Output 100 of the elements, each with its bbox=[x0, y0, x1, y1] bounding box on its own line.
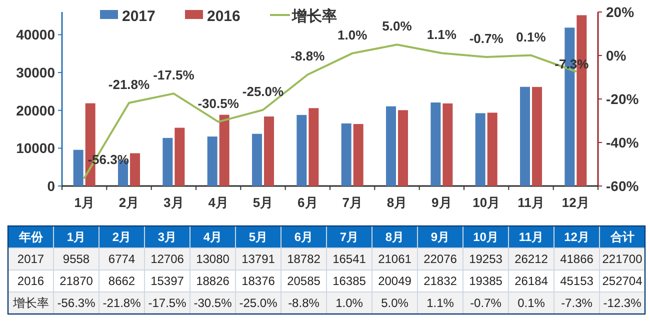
data-label: 1.0% bbox=[336, 296, 364, 310]
bar bbox=[532, 86, 542, 186]
category-label: 11月 bbox=[518, 230, 544, 244]
bar bbox=[174, 128, 185, 186]
bar bbox=[219, 114, 230, 186]
x-tick-label: 11月 bbox=[518, 195, 544, 210]
bar bbox=[296, 114, 307, 186]
text: -8.8% bbox=[290, 48, 325, 64]
text: 合计 bbox=[609, 230, 634, 244]
data-label: 45153 bbox=[560, 274, 594, 288]
text: -12.3% bbox=[603, 296, 642, 310]
data-label: 20585 bbox=[287, 274, 321, 288]
bar bbox=[264, 116, 274, 186]
data-label: -7.3% bbox=[561, 296, 593, 310]
data-label: 26212 bbox=[514, 252, 548, 266]
x-tick-label: 7月 bbox=[342, 195, 362, 210]
x-tick-label: 3月 bbox=[164, 195, 184, 210]
legend-label: 2017 bbox=[122, 8, 156, 25]
data-label: 13791 bbox=[242, 252, 276, 266]
x-tick-label: 2月 bbox=[118, 195, 140, 210]
bar bbox=[162, 138, 173, 186]
bar bbox=[73, 150, 84, 186]
x-tick-label: 1月 bbox=[74, 195, 94, 210]
text: 1.0% bbox=[338, 27, 368, 42]
data-label: 21870 bbox=[60, 274, 94, 288]
category-label: 5月 bbox=[248, 230, 268, 244]
bar bbox=[341, 123, 352, 186]
category-label: 12月 bbox=[564, 230, 590, 244]
text: 年份 bbox=[18, 230, 44, 244]
data-label: 15397 bbox=[150, 274, 184, 288]
y2-tick-label: -60% bbox=[606, 178, 640, 194]
data-label: -30.5% bbox=[194, 296, 232, 310]
legend-label: 2016 bbox=[207, 8, 240, 25]
x-tick-label: 6月 bbox=[298, 195, 318, 210]
data-label: -56.3% bbox=[57, 296, 96, 310]
text: 2016 bbox=[17, 274, 44, 288]
data-label: 12706 bbox=[150, 252, 184, 266]
text: 2017 bbox=[17, 252, 44, 266]
bar bbox=[398, 110, 408, 186]
data-label: 5.0% bbox=[381, 296, 409, 310]
x-tick-label: 12月 bbox=[562, 195, 590, 210]
data-label: 9558 bbox=[62, 252, 90, 266]
category-label: 6月 bbox=[294, 230, 314, 244]
category-label: 10月 bbox=[473, 230, 498, 244]
data-label: 18782 bbox=[287, 252, 321, 266]
data-label: 20049 bbox=[378, 274, 412, 288]
text: -17.5% bbox=[153, 68, 194, 83]
y2-tick-label: 0% bbox=[606, 48, 627, 64]
y-tick-label: 0 bbox=[47, 178, 56, 194]
data-label: 22076 bbox=[424, 252, 458, 266]
data-label: 21832 bbox=[424, 274, 458, 288]
text: 增长率 bbox=[12, 296, 49, 310]
y-tick-label: 40000 bbox=[16, 26, 56, 43]
y-tick-label: 30000 bbox=[16, 64, 56, 81]
y-tick-label: 20000 bbox=[16, 102, 56, 118]
x-tick-label: 5月 bbox=[252, 195, 274, 210]
data-label: 0.1% bbox=[518, 296, 546, 310]
bar bbox=[487, 112, 498, 186]
text: 221700 bbox=[602, 252, 643, 266]
y2-tick-label: -40% bbox=[606, 134, 640, 150]
data-label: -21.8% bbox=[102, 296, 142, 310]
category-label: 9月 bbox=[430, 230, 450, 244]
data-label: 41866 bbox=[560, 252, 594, 266]
text: 252704 bbox=[602, 274, 643, 288]
legend-label: 增长率 bbox=[291, 7, 337, 25]
text: 1.1% bbox=[426, 27, 456, 42]
x-tick-label: 8月 bbox=[386, 195, 408, 210]
text: 5.0% bbox=[382, 18, 412, 34]
category-label: 2月 bbox=[112, 230, 132, 244]
x-tick-label: 10月 bbox=[472, 195, 500, 210]
x-tick-label: 9月 bbox=[432, 195, 452, 210]
data-label: -0.7% bbox=[470, 296, 502, 310]
category-label: 3月 bbox=[158, 230, 177, 244]
data-label: 16541 bbox=[332, 252, 366, 266]
x-tick-label: 4月 bbox=[208, 195, 228, 210]
data-label: -8.8% bbox=[288, 296, 320, 310]
data-label: 6774 bbox=[108, 252, 136, 266]
bar bbox=[353, 124, 364, 186]
data-label: 18376 bbox=[242, 274, 276, 288]
category-label: 4月 bbox=[203, 230, 222, 244]
y-tick-label: 10000 bbox=[16, 140, 56, 156]
bar bbox=[475, 113, 486, 186]
bar bbox=[252, 134, 262, 186]
text: -30.5% bbox=[198, 96, 239, 111]
data-label: 19253 bbox=[469, 252, 503, 266]
data-label: 1.1% bbox=[426, 296, 454, 310]
text: -0.7% bbox=[469, 31, 504, 46]
category-label: 1月 bbox=[66, 230, 86, 244]
text: -7.3% bbox=[554, 56, 589, 72]
bar bbox=[308, 108, 319, 186]
bar bbox=[207, 136, 218, 186]
text: 0.1% bbox=[516, 29, 546, 44]
y2-tick-label: -20% bbox=[606, 91, 640, 107]
data-label: 13080 bbox=[196, 252, 230, 266]
data-label: 8662 bbox=[108, 274, 136, 288]
data-label: 18826 bbox=[196, 274, 230, 288]
text: -21.8% bbox=[108, 76, 150, 92]
bar bbox=[386, 106, 396, 186]
bar bbox=[520, 86, 530, 186]
data-label: 16385 bbox=[332, 274, 366, 288]
